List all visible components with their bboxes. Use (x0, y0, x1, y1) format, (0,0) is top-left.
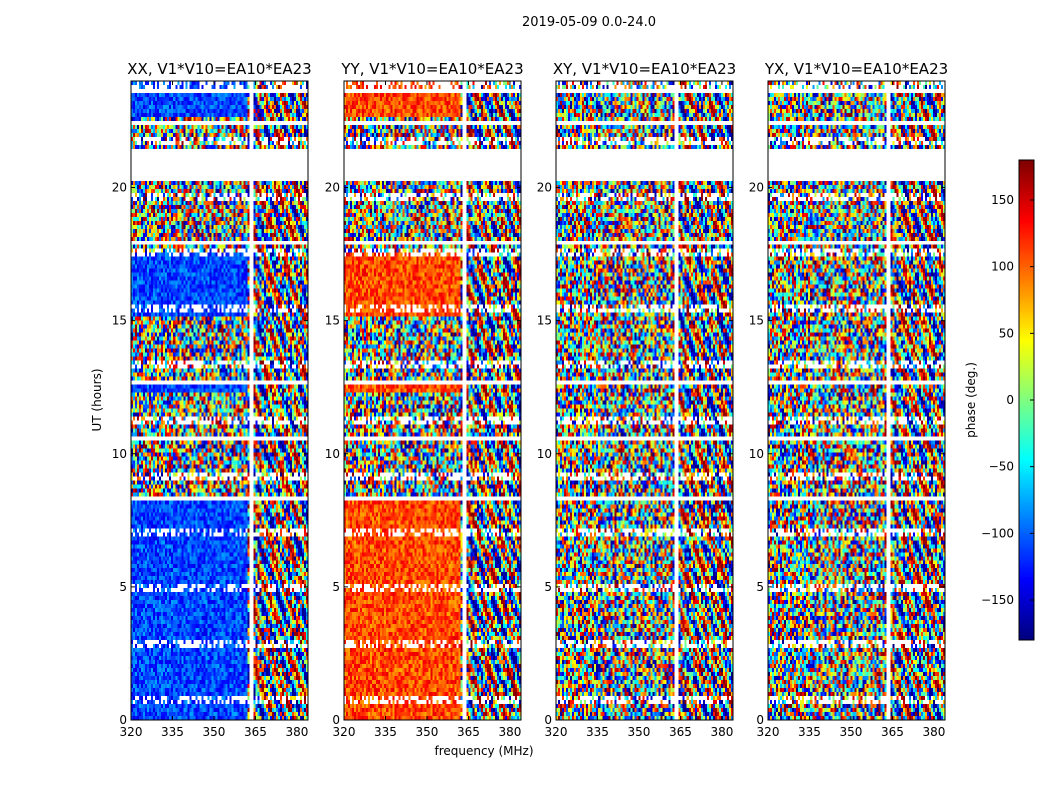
x-tick-label: 335 (798, 725, 821, 739)
x-tick-label: 380 (498, 725, 521, 739)
panel-frame (767, 80, 946, 721)
x-tick-label: 380 (710, 725, 733, 739)
y-tick-label: 15 (325, 314, 340, 328)
x-tick-label: 335 (374, 725, 397, 739)
panel-frame (130, 80, 309, 721)
x-tick-label: 350 (416, 725, 439, 739)
colorbar-tick-label: 50 (999, 326, 1014, 340)
y-tick-label: 0 (119, 713, 127, 727)
x-tick-label: 350 (203, 725, 226, 739)
colorbar: 150 100 50 0 −50 −100 −150 (981, 159, 1035, 641)
colorbar-tick-label: −100 (981, 526, 1014, 540)
colorbar-label: phase (deg.) (964, 362, 978, 438)
panel: YY, V1*V10=EA10*EA23 320 335 350 365 380 0 5 10 1… (325, 60, 524, 739)
colorbar-tick-label: −50 (989, 460, 1014, 474)
y-tick-label: 15 (112, 314, 127, 328)
phase-heatmap (131, 81, 308, 720)
panel: XY, V1*V10=EA10*EA23 320 335 350 365 380 0 5 10 1… (537, 60, 736, 739)
y-tick-label: 15 (537, 314, 552, 328)
x-tick-label: 380 (922, 725, 945, 739)
y-tick-label: 5 (332, 580, 340, 594)
panels: XX, V1*V10=EA10*EA23 320 335 350 365 380 0 5 10 1… (112, 60, 948, 739)
y-tick-label: 10 (537, 447, 552, 461)
x-tick-label: 350 (840, 725, 863, 739)
y-tick-label: 0 (544, 713, 552, 727)
x-tick-label: 320 (545, 725, 568, 739)
x-tick-label: 365 (881, 725, 904, 739)
x-tick-label: 365 (669, 725, 692, 739)
y-tick-label: 0 (332, 713, 340, 727)
y-tick-label: 10 (749, 447, 764, 461)
x-axis-label: frequency (MHz) (434, 744, 533, 758)
panel: YX, V1*V10=EA10*EA23 320 335 350 365 380 0 5 10 1… (749, 60, 948, 739)
x-tick-label: 380 (285, 725, 308, 739)
x-tick-label: 365 (244, 725, 267, 739)
panel-title: YX, V1*V10=EA10*EA23 (764, 60, 948, 78)
x-tick-label: 335 (586, 725, 609, 739)
colorbar-tick-label: −150 (981, 593, 1014, 607)
x-tick-label: 320 (120, 725, 143, 739)
y-tick-label: 5 (756, 580, 764, 594)
y-tick-label: 0 (756, 713, 764, 727)
x-tick-label: 350 (628, 725, 651, 739)
colorbar-tick-label: 100 (991, 260, 1014, 274)
colorbar-gradient (1019, 160, 1034, 640)
phase-heatmap (556, 81, 733, 720)
y-tick-label: 10 (325, 447, 340, 461)
colorbar-tick-label: 150 (991, 193, 1014, 207)
y-tick-label: 15 (749, 314, 764, 328)
panel: XX, V1*V10=EA10*EA23 320 335 350 365 380 0 5 10 1… (112, 60, 312, 739)
y-tick-label: 5 (119, 580, 127, 594)
x-tick-label: 320 (333, 725, 356, 739)
panel-frame (555, 80, 734, 721)
x-tick-label: 320 (757, 725, 780, 739)
x-tick-label: 335 (161, 725, 184, 739)
panel-title: YY, V1*V10=EA10*EA23 (340, 60, 523, 78)
colorbar-tick-label: 0 (1006, 393, 1014, 407)
phase-heatmap (344, 81, 521, 720)
phase-heatmap (768, 81, 945, 720)
x-tick-label: 365 (457, 725, 480, 739)
panel-title: XX, V1*V10=EA10*EA23 (127, 60, 311, 78)
y-tick-label: 10 (112, 447, 127, 461)
y-tick-label: 20 (749, 181, 764, 195)
y-tick-label: 5 (544, 580, 552, 594)
y-tick-label: 20 (537, 181, 552, 195)
y-tick-label: 20 (325, 181, 340, 195)
suptitle: 2019-05-09 0.0-24.0 (522, 15, 656, 30)
panel-frame (343, 80, 522, 721)
y-axis-label: UT (hours) (90, 368, 104, 431)
panel-title: XY, V1*V10=EA10*EA23 (553, 60, 736, 78)
y-tick-label: 20 (112, 181, 127, 195)
